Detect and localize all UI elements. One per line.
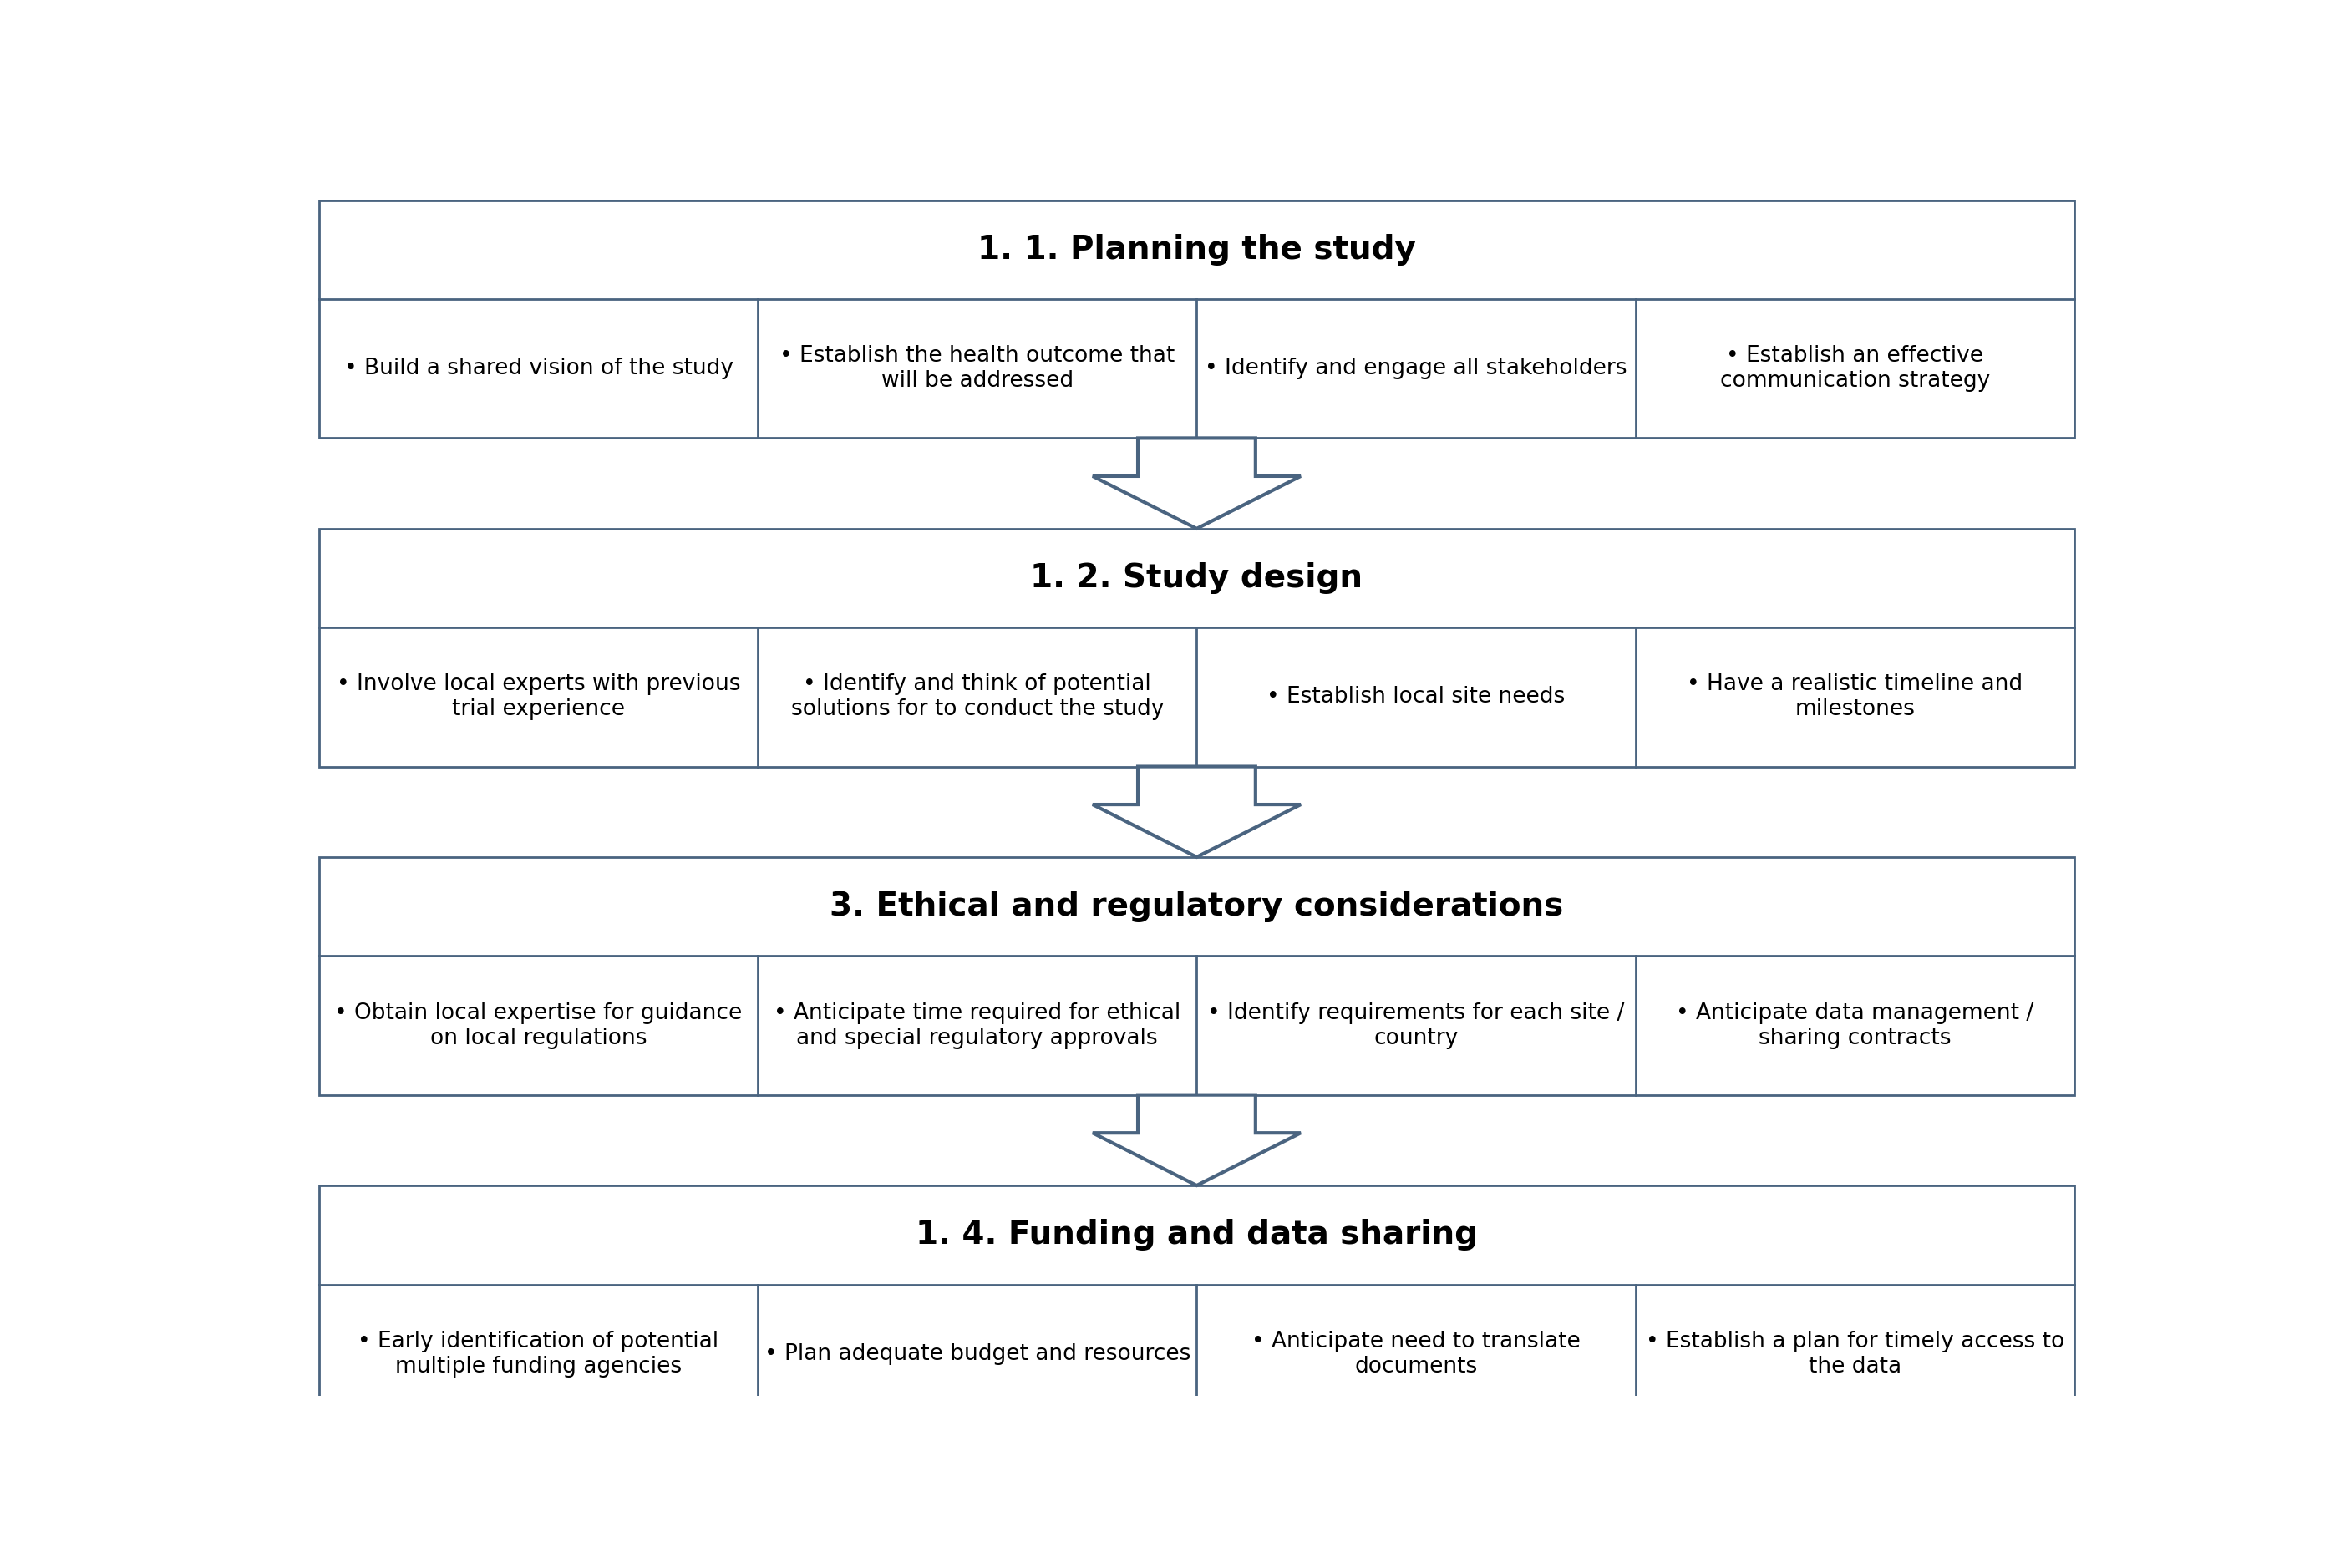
Text: • Identify requirements for each site /
country: • Identify requirements for each site / … [1207,1002,1625,1049]
Text: • Anticipate need to translate
documents: • Anticipate need to translate documents [1252,1331,1581,1377]
Text: • Early identification of potential
multiple funding agencies: • Early identification of potential mult… [357,1331,719,1377]
Text: • Establish local site needs: • Establish local site needs [1268,687,1564,707]
Text: 1. 2. Study design: 1. 2. Study design [1030,563,1364,594]
Text: • Establish the health outcome that
will be addressed: • Establish the health outcome that will… [780,345,1175,392]
Text: • Identify and think of potential
solutions for to conduct the study: • Identify and think of potential soluti… [792,674,1163,720]
Text: • Anticipate data management /
sharing contracts: • Anticipate data management / sharing c… [1677,1002,2034,1049]
Text: • Involve local experts with previous
trial experience: • Involve local experts with previous tr… [336,674,740,720]
Text: 3. Ethical and regulatory considerations: 3. Ethical and regulatory considerations [829,891,1564,922]
Text: • Build a shared vision of the study: • Build a shared vision of the study [343,358,733,379]
Bar [320,858,2073,1094]
Bar [320,1185,2073,1424]
Text: • Identify and engage all stakeholders: • Identify and engage all stakeholders [1205,358,1627,379]
Text: • Anticipate time required for ethical
and special regulatory approvals: • Anticipate time required for ethical a… [773,1002,1182,1049]
Text: • Establish a plan for timely access to
the data: • Establish a plan for timely access to … [1646,1331,2064,1377]
Text: 1. 4. Funding and data sharing: 1. 4. Funding and data sharing [915,1218,1478,1251]
Text: • Have a realistic timeline and
milestones: • Have a realistic timeline and mileston… [1686,674,2022,720]
Text: 1. 1. Planning the study: 1. 1. Planning the study [978,234,1415,265]
Bar [320,528,2073,767]
Polygon shape [1093,437,1301,528]
Polygon shape [1093,1094,1301,1185]
Polygon shape [1093,767,1301,858]
Bar [320,201,2073,437]
Text: • Establish an effective
communication strategy: • Establish an effective communication s… [1721,345,1989,392]
Text: • Obtain local expertise for guidance
on local regulations: • Obtain local expertise for guidance on… [334,1002,743,1049]
Text: • Plan adequate budget and resources: • Plan adequate budget and resources [764,1344,1191,1364]
